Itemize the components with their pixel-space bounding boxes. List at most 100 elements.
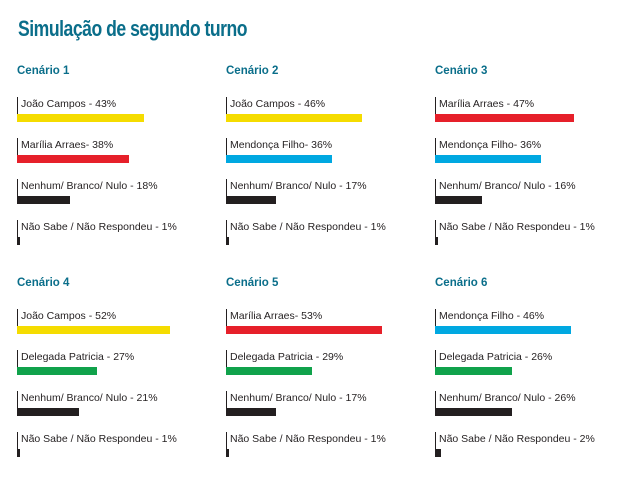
- bar-label: João Campos - 43%: [21, 98, 117, 110]
- bar: [226, 155, 332, 163]
- scenario-panel: Cenário 4 João Campos - 52% Delegada Patri…: [17, 277, 217, 477]
- bar: [226, 237, 229, 245]
- bar: [435, 237, 438, 245]
- bar-guide-line: [435, 138, 436, 157]
- scenario-title: Cenário 2: [226, 65, 279, 77]
- bar-guide-line: [17, 138, 18, 157]
- scenario-panel: Cenário 5 Marília Arraes- 53% Delegada Pat…: [226, 277, 426, 477]
- bar-guide-line: [17, 350, 18, 369]
- bar-entry: Marília Arraes - 47%: [435, 97, 620, 125]
- bar-entry: Delegada Patricia - 29%: [226, 350, 426, 378]
- bar-entry: Mendonça Filho- 36%: [226, 138, 426, 166]
- page-title: Simulação de segundo turno: [18, 16, 248, 41]
- scenario-title: Cenário 1: [17, 65, 70, 77]
- bar-label: Marília Arraes - 47%: [439, 98, 535, 110]
- scenario-title: Cenário 5: [226, 277, 279, 289]
- bar-entry: Não Sabe / Não Respondeu - 1%: [435, 220, 620, 248]
- bar-guide-line: [226, 179, 227, 198]
- bar-entry: João Campos - 43%: [17, 97, 217, 125]
- bar: [17, 114, 144, 122]
- bar: [226, 196, 276, 204]
- bar-label: Nenhum/ Branco/ Nulo - 26%: [439, 392, 576, 404]
- bar: [226, 326, 382, 334]
- bar-label: Mendonça Filho - 46%: [439, 310, 545, 322]
- bar-label: Não Sabe / Não Respondeu - 2%: [439, 433, 595, 445]
- bar-entry: João Campos - 52%: [17, 309, 217, 337]
- bar: [17, 367, 97, 375]
- bar: [435, 408, 512, 416]
- scenario-title: Cenário 3: [435, 65, 488, 77]
- bar-label: João Campos - 52%: [21, 310, 117, 322]
- bar: [226, 114, 362, 122]
- bar: [226, 449, 229, 457]
- bar-entry: Não Sabe / Não Respondeu - 2%: [435, 432, 620, 460]
- bar-entry: Nenhum/ Branco/ Nulo - 26%: [435, 391, 620, 419]
- scenario-panel: Cenário 3 Marília Arraes - 47% Mendonça Fi…: [435, 65, 620, 265]
- bar-entry: Nenhum/ Branco/ Nulo - 16%: [435, 179, 620, 207]
- bar-guide-line: [226, 138, 227, 157]
- bar-label: Não Sabe / Não Respondeu - 1%: [21, 433, 177, 445]
- bar-entry: Marília Arraes- 38%: [17, 138, 217, 166]
- bar: [17, 449, 20, 457]
- bar: [17, 196, 70, 204]
- bar-entry: Não Sabe / Não Respondeu - 1%: [17, 220, 217, 248]
- bar: [435, 114, 574, 122]
- bar: [435, 449, 441, 457]
- bar-label: Mendonça Filho- 36%: [230, 139, 333, 151]
- bar-label: Nenhum/ Branco/ Nulo - 16%: [439, 180, 576, 192]
- bar-label: Delegada Patricia - 26%: [439, 351, 553, 363]
- bar-label: Não Sabe / Não Respondeu - 1%: [439, 221, 595, 233]
- bar-guide-line: [435, 309, 436, 328]
- bar-guide-line: [17, 179, 18, 198]
- bar: [435, 367, 512, 375]
- bar-guide-line: [17, 391, 18, 410]
- bar-guide-line: [226, 97, 227, 116]
- bar: [435, 326, 571, 334]
- bar: [435, 155, 541, 163]
- bar: [17, 155, 129, 163]
- bar-label: Mendonça Filho- 36%: [439, 139, 542, 151]
- bar-label: Não Sabe / Não Respondeu - 1%: [230, 433, 386, 445]
- bar-entry: Nenhum/ Branco/ Nulo - 17%: [226, 179, 426, 207]
- bar: [17, 408, 79, 416]
- bar: [17, 326, 170, 334]
- scenario-panel: Cenário 2 João Campos - 46% Mendonça Filho…: [226, 65, 426, 265]
- bar-label: Não Sabe / Não Respondeu - 1%: [230, 221, 386, 233]
- bar-guide-line: [435, 391, 436, 410]
- bar-guide-line: [226, 391, 227, 410]
- bar-guide-line: [17, 432, 18, 451]
- bar-guide-line: [435, 179, 436, 198]
- bar-label: Marília Arraes- 38%: [21, 139, 114, 151]
- scenario-panel: Cenário 6 Mendonça Filho - 46% Delegada Pa…: [435, 277, 620, 477]
- bar-entry: Mendonça Filho- 36%: [435, 138, 620, 166]
- bar-label: Nenhum/ Branco/ Nulo - 17%: [230, 392, 367, 404]
- bar-guide-line: [435, 97, 436, 116]
- bar-label: Delegada Patricia - 29%: [230, 351, 344, 363]
- bar-guide-line: [226, 309, 227, 328]
- bar-entry: Não Sabe / Não Respondeu - 1%: [226, 220, 426, 248]
- bar-label: Nenhum/ Branco/ Nulo - 18%: [21, 180, 158, 192]
- bar: [17, 237, 20, 245]
- bar-label: João Campos - 46%: [230, 98, 326, 110]
- bar-guide-line: [17, 97, 18, 116]
- bar-entry: Marília Arraes- 53%: [226, 309, 426, 337]
- bar-guide-line: [226, 220, 227, 239]
- bar-guide-line: [435, 350, 436, 369]
- bar-entry: Nenhum/ Branco/ Nulo - 21%: [17, 391, 217, 419]
- bar: [226, 408, 276, 416]
- scenario-title: Cenário 6: [435, 277, 488, 289]
- scenario-title: Cenário 4: [17, 277, 70, 289]
- bar-entry: Mendonça Filho - 46%: [435, 309, 620, 337]
- bar-guide-line: [17, 220, 18, 239]
- bar-entry: Nenhum/ Branco/ Nulo - 18%: [17, 179, 217, 207]
- bar-entry: Delegada Patricia - 26%: [435, 350, 620, 378]
- bar-guide-line: [435, 220, 436, 239]
- bar-guide-line: [435, 432, 436, 451]
- bar: [435, 196, 482, 204]
- bar-entry: João Campos - 46%: [226, 97, 426, 125]
- bar-label: Nenhum/ Branco/ Nulo - 21%: [21, 392, 158, 404]
- bar-guide-line: [226, 432, 227, 451]
- scenario-panel: Cenário 1 João Campos - 43% Marília Arraes…: [17, 65, 217, 265]
- bar: [226, 367, 312, 375]
- bar-label: Nenhum/ Branco/ Nulo - 17%: [230, 180, 367, 192]
